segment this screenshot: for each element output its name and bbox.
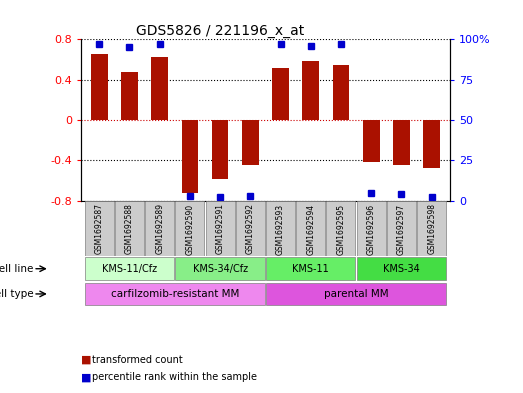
Text: KMS-11: KMS-11	[292, 264, 329, 274]
Bar	[333, 64, 349, 120]
Text: KMS-11/Cfz: KMS-11/Cfz	[102, 264, 157, 274]
Text: cell line: cell line	[0, 264, 33, 274]
Text: GSM1692587: GSM1692587	[95, 204, 104, 254]
Text: GSM1692595: GSM1692595	[336, 204, 346, 255]
Text: GSM1692598: GSM1692598	[427, 204, 436, 254]
Text: GDS5826 / 221196_x_at: GDS5826 / 221196_x_at	[137, 24, 304, 38]
Bar	[393, 120, 410, 165]
Bar	[206, 201, 235, 256]
Text: cell type: cell type	[0, 289, 33, 299]
Text: KMS-34: KMS-34	[383, 264, 420, 274]
Bar	[387, 201, 416, 256]
Text: GSM1692592: GSM1692592	[246, 204, 255, 254]
Text: parental MM: parental MM	[324, 289, 389, 299]
Bar	[302, 61, 319, 120]
Text: GSM1692588: GSM1692588	[125, 204, 134, 254]
Bar	[296, 201, 325, 256]
Text: GSM1692593: GSM1692593	[276, 204, 285, 255]
Text: GSM1692597: GSM1692597	[397, 204, 406, 255]
Bar	[85, 283, 265, 305]
Text: GSM1692594: GSM1692594	[306, 204, 315, 255]
Text: percentile rank within the sample: percentile rank within the sample	[92, 372, 256, 382]
Bar	[326, 201, 356, 256]
Text: KMS-34/Cfz: KMS-34/Cfz	[192, 264, 248, 274]
Text: ■: ■	[81, 354, 92, 365]
Bar	[363, 120, 380, 162]
Text: carfilzomib-resistant MM: carfilzomib-resistant MM	[110, 289, 239, 299]
Bar	[121, 72, 138, 120]
Bar	[272, 68, 289, 120]
Bar	[266, 257, 356, 280]
Text: GSM1692591: GSM1692591	[215, 204, 224, 254]
Text: GSM1692589: GSM1692589	[155, 204, 164, 254]
Bar	[91, 54, 108, 120]
Text: transformed count: transformed count	[92, 354, 183, 365]
Bar	[212, 120, 229, 180]
Bar	[145, 201, 174, 256]
Bar	[417, 201, 446, 256]
Bar	[151, 57, 168, 120]
Bar	[242, 120, 258, 165]
Bar	[357, 201, 385, 256]
Bar	[85, 201, 113, 256]
Bar	[236, 201, 265, 256]
Bar	[85, 257, 174, 280]
Text: ■: ■	[81, 372, 92, 382]
Bar	[115, 201, 144, 256]
Bar	[423, 120, 440, 168]
Bar	[175, 201, 204, 256]
Text: GSM1692590: GSM1692590	[185, 204, 195, 255]
Bar	[357, 257, 446, 280]
Bar	[175, 257, 265, 280]
Text: GSM1692596: GSM1692596	[367, 204, 376, 255]
Bar	[181, 120, 198, 193]
Bar	[266, 201, 295, 256]
Bar	[266, 283, 446, 305]
